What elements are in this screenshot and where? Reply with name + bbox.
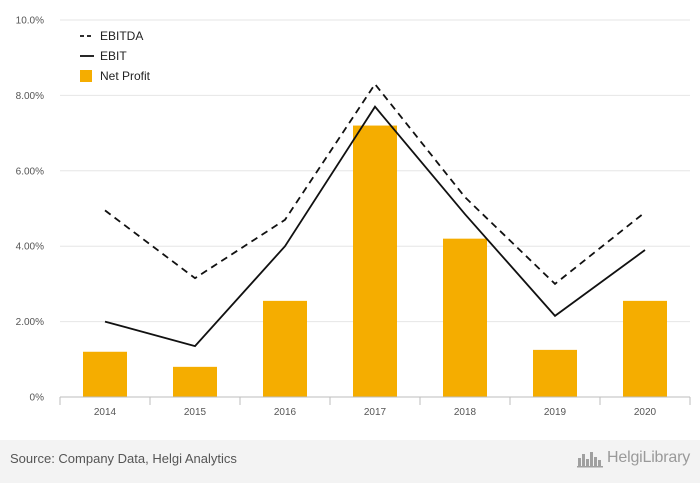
net-profit-bar	[533, 349, 577, 397]
x-axis: 2014 2015 2016 2017 2018 2019 2020	[59, 396, 691, 418]
x-tick-label: 2015	[184, 407, 207, 418]
chart: 0% 2.00% 4.00% 6.00% 8.00% 10.0% 2014 2015 2016…	[16, 16, 691, 418]
legend-label-net-profit: Net Profit	[100, 69, 151, 83]
library-skyline-icon	[577, 452, 604, 468]
brand-name: HelgiLibrary	[607, 449, 690, 466]
x-tick-label: 2018	[454, 407, 477, 418]
legend: EBITDA EBIT Net Profit	[80, 29, 151, 83]
chart-svg: 0% 2.00% 4.00% 6.00% 8.00% 10.0% 2014 2015 2016…	[16, 16, 691, 418]
y-tick-label: 4.00%	[16, 242, 44, 253]
x-tick-label: 2017	[364, 407, 387, 418]
net-profit-bar	[353, 125, 397, 397]
legend-label-ebit: EBIT	[100, 49, 127, 63]
y-tick-label: 8.00%	[16, 91, 44, 102]
y-tick-label: 0%	[30, 393, 45, 404]
helgi-library-logo: HelgiLibrary	[577, 448, 690, 468]
net-profit-bar	[443, 238, 487, 397]
y-tick-label: 6.00%	[16, 166, 44, 177]
lines	[104, 82, 646, 348]
x-tick-label: 2016	[274, 407, 297, 418]
ebitda-line	[104, 82, 646, 286]
net-profit-bars	[83, 125, 667, 397]
net-profit-bar	[263, 300, 307, 397]
ebit-line	[104, 105, 646, 348]
footer: Source: Company Data, Helgi Analytics He…	[0, 440, 700, 483]
legend-swatch-net-profit	[80, 70, 92, 82]
y-axis: 0% 2.00% 4.00% 6.00% 8.00% 10.0%	[16, 16, 44, 404]
legend-label-ebitda: EBITDA	[100, 29, 143, 43]
x-tick-label: 2014	[94, 407, 117, 418]
net-profit-bar	[83, 351, 127, 397]
source-text: Source: Company Data, Helgi Analytics	[10, 451, 237, 466]
net-profit-bar	[623, 300, 667, 397]
y-tick-label: 2.00%	[16, 317, 44, 328]
x-tick-label: 2019	[544, 407, 567, 418]
net-profit-bar	[173, 366, 217, 397]
x-tick-label: 2020	[634, 407, 657, 418]
y-tick-label: 10.0%	[16, 16, 44, 27]
